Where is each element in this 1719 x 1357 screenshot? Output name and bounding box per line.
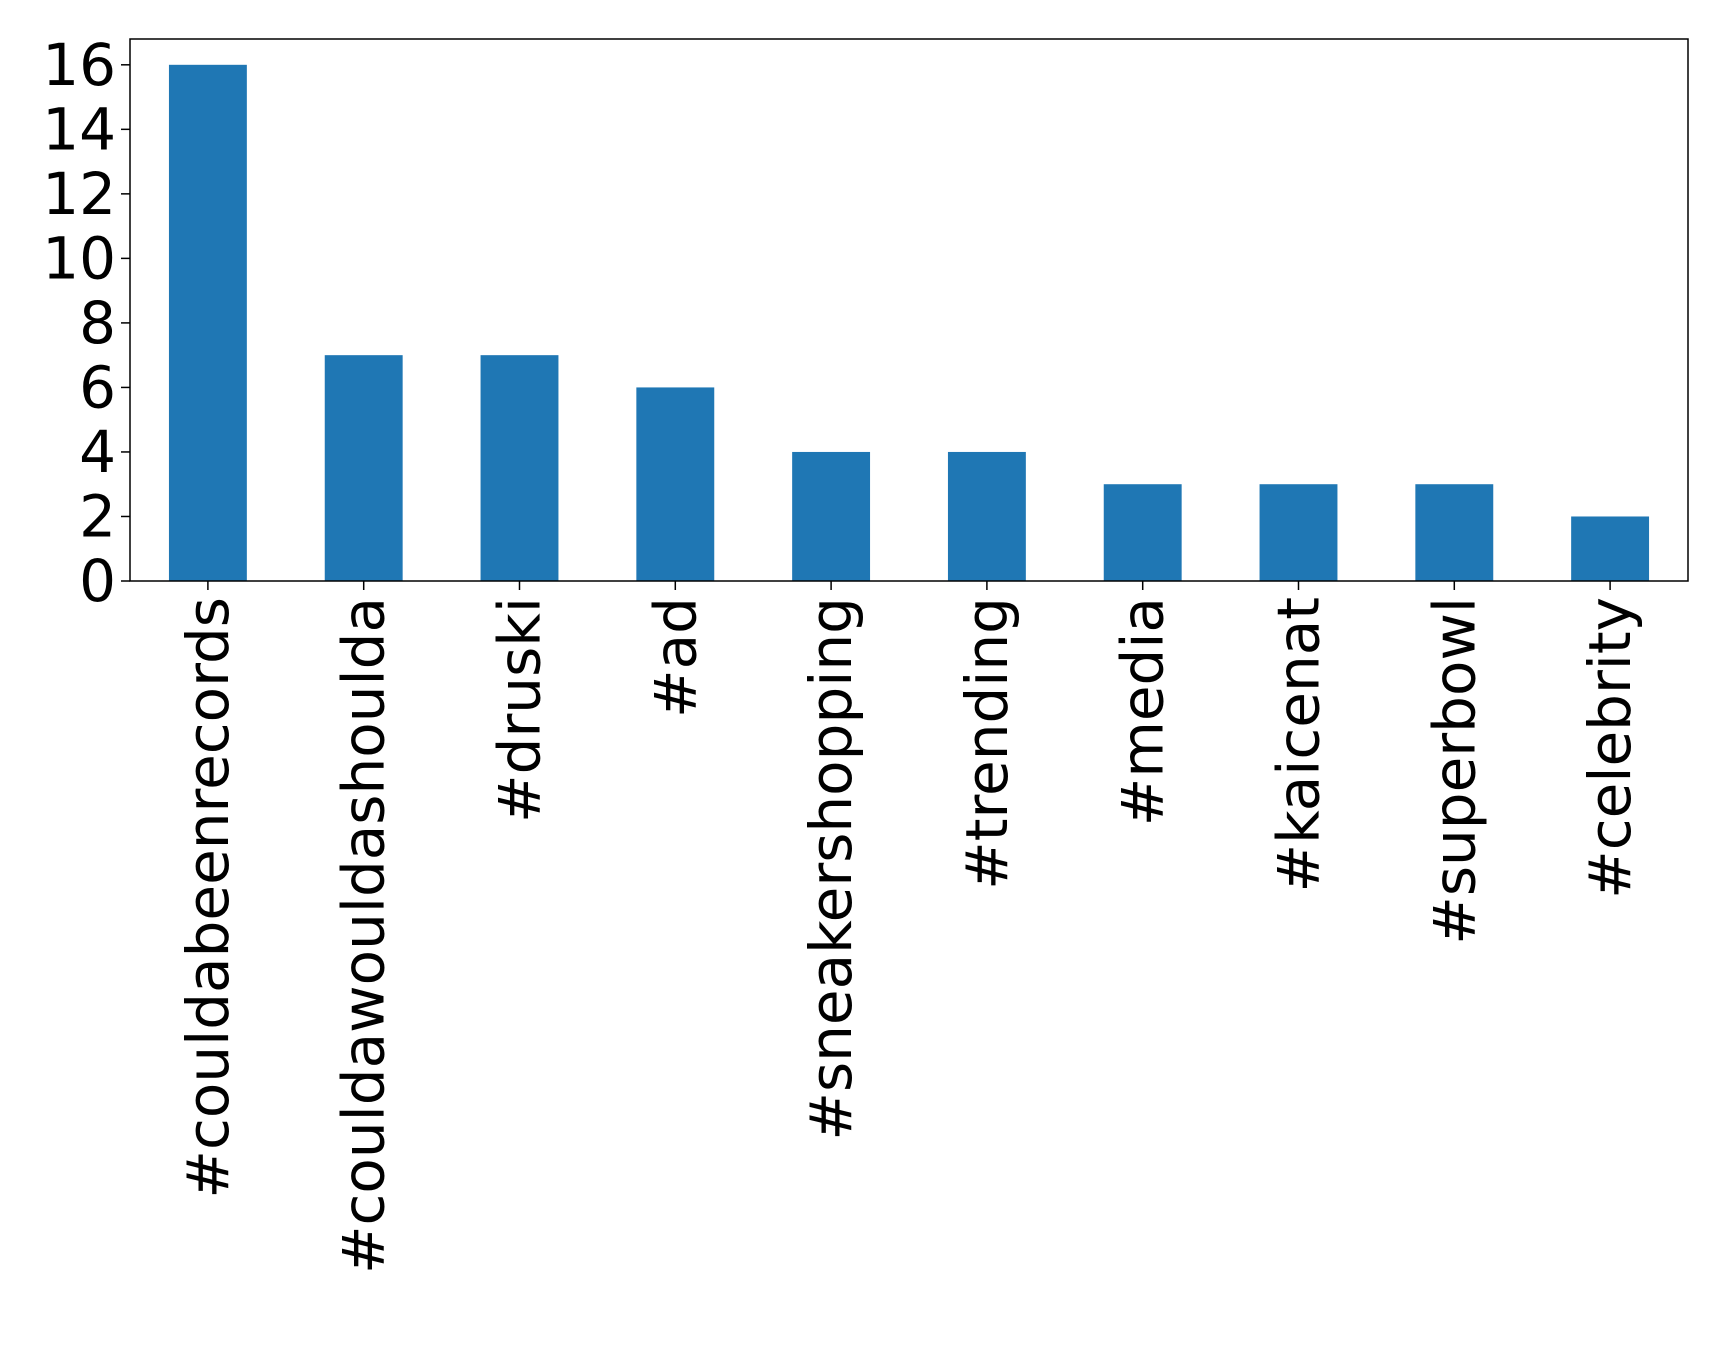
bar-ad — [636, 387, 715, 581]
y-tick-label: 12 — [42, 160, 116, 228]
bar-sneakershopping — [792, 451, 871, 581]
bar-celebrity — [1571, 516, 1650, 581]
y-tick-label: 10 — [42, 224, 116, 292]
y-tick-label: 14 — [42, 95, 116, 163]
x-tick-label: #ad — [641, 597, 709, 718]
y-tick-label: 2 — [79, 482, 116, 550]
x-tick-label: #kaicenat — [1265, 597, 1333, 892]
x-tick-label: #druski — [486, 597, 554, 823]
x-tick-label: #trending — [953, 597, 1021, 890]
x-tick-label: #media — [1109, 597, 1177, 826]
bar-couldabeenrecords — [168, 64, 247, 582]
bar-kaicenat — [1259, 484, 1338, 581]
y-tick-label: 8 — [79, 289, 116, 357]
y-tick-label: 16 — [42, 31, 116, 99]
y-tick-label: 0 — [79, 547, 116, 615]
x-tick-label: #superbowl — [1420, 597, 1488, 945]
x-tick-label: #couldabeenrecords — [174, 597, 242, 1199]
bar-druski — [480, 355, 559, 581]
x-tick-label: #couldawouldashoulda — [330, 597, 398, 1274]
y-tick-label: 6 — [79, 353, 116, 421]
x-tick-label: #celebrity — [1576, 597, 1644, 899]
x-tick-label: #sneakershopping — [797, 597, 865, 1141]
bars-group — [168, 64, 1650, 582]
x-axis: #couldabeenrecords #couldawouldashoulda #d… — [174, 581, 1644, 1274]
bar-couldawouldashoulda — [324, 355, 403, 581]
bar-superbowl — [1415, 484, 1494, 581]
bar-media — [1103, 484, 1182, 581]
y-tick-label: 4 — [79, 418, 116, 486]
bar-trending — [947, 451, 1026, 581]
plot-frame — [129, 38, 1689, 582]
